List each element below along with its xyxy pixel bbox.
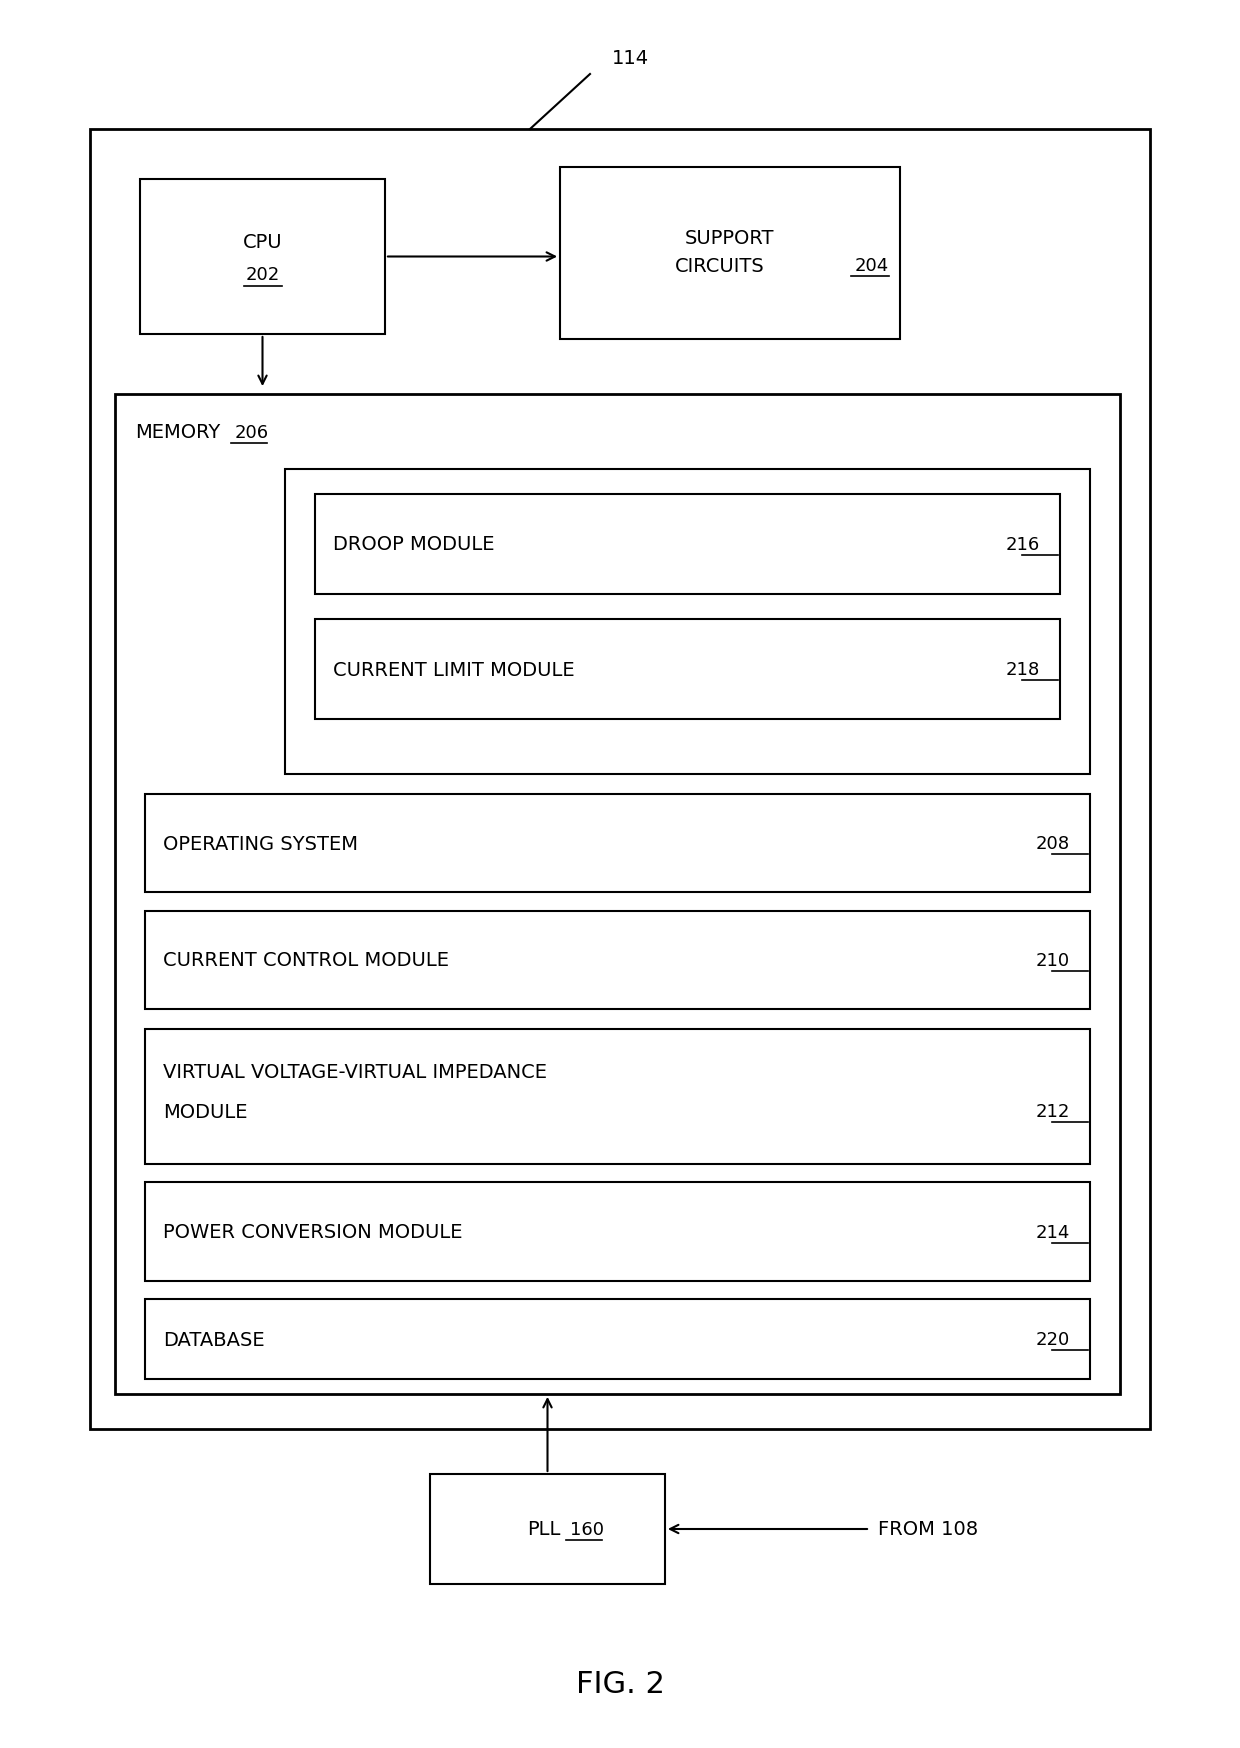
Bar bbox=[145, 1030, 1090, 1164]
Text: 218: 218 bbox=[1006, 661, 1040, 678]
Text: 216: 216 bbox=[1006, 535, 1040, 554]
Text: 202: 202 bbox=[246, 266, 280, 285]
Text: 212: 212 bbox=[1035, 1103, 1070, 1120]
Text: FROM 108: FROM 108 bbox=[878, 1519, 978, 1538]
Text: SUPPORT: SUPPORT bbox=[686, 229, 775, 248]
Text: 114: 114 bbox=[611, 49, 649, 68]
Text: 206: 206 bbox=[236, 423, 269, 442]
Text: 214: 214 bbox=[1035, 1224, 1070, 1241]
Bar bbox=[430, 1474, 665, 1584]
Text: CIRCUITS: CIRCUITS bbox=[675, 257, 765, 276]
Bar bbox=[115, 395, 1120, 1395]
Text: MODULE: MODULE bbox=[162, 1101, 248, 1120]
Bar bbox=[145, 911, 1090, 1009]
Bar bbox=[560, 168, 900, 339]
Bar bbox=[285, 470, 1090, 774]
Text: VIRTUAL VOLTAGE-VIRTUAL IMPEDANCE: VIRTUAL VOLTAGE-VIRTUAL IMPEDANCE bbox=[162, 1061, 547, 1080]
Bar bbox=[145, 795, 1090, 893]
Bar bbox=[315, 495, 1060, 594]
Text: 220: 220 bbox=[1035, 1330, 1070, 1348]
Bar bbox=[140, 180, 384, 336]
Text: PLL: PLL bbox=[527, 1519, 560, 1538]
Text: 208: 208 bbox=[1035, 834, 1070, 853]
Text: 204: 204 bbox=[856, 257, 889, 274]
Text: MEMORY: MEMORY bbox=[135, 423, 221, 442]
Bar bbox=[315, 619, 1060, 720]
Text: 210: 210 bbox=[1035, 951, 1070, 970]
Text: OPERATING SYSTEM: OPERATING SYSTEM bbox=[162, 834, 358, 853]
Text: CURRENT LIMIT MODULE: CURRENT LIMIT MODULE bbox=[334, 661, 574, 680]
Text: POWER CONVERSION MODULE: POWER CONVERSION MODULE bbox=[162, 1222, 463, 1241]
Text: CPU: CPU bbox=[243, 232, 283, 252]
Text: FIG. 2: FIG. 2 bbox=[575, 1669, 665, 1699]
Bar bbox=[145, 1182, 1090, 1281]
Text: 160: 160 bbox=[569, 1521, 604, 1538]
Bar bbox=[145, 1299, 1090, 1379]
Text: DATABASE: DATABASE bbox=[162, 1330, 264, 1349]
Text: DROOP MODULE: DROOP MODULE bbox=[334, 535, 495, 554]
Text: CURRENT CONTROL MODULE: CURRENT CONTROL MODULE bbox=[162, 951, 449, 970]
Bar bbox=[91, 129, 1149, 1430]
